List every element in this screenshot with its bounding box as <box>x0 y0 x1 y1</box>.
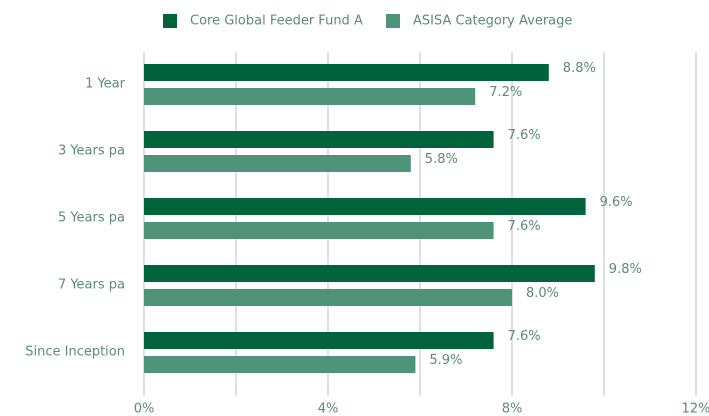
y-tick-label: 1 Year <box>85 77 126 92</box>
value-label: 9.8% <box>609 262 642 277</box>
y-tick-label: 3 Years pa <box>58 144 125 159</box>
bar <box>144 155 411 172</box>
y-tick-label: 5 Years pa <box>58 211 125 226</box>
bar <box>144 131 494 148</box>
bar <box>144 289 512 306</box>
value-label: 7.2% <box>489 85 522 100</box>
bar <box>144 356 416 373</box>
value-label: 7.6% <box>508 329 541 344</box>
value-label: 8.8% <box>563 61 596 76</box>
bar <box>144 222 494 239</box>
bar <box>144 88 476 105</box>
value-label: 7.6% <box>508 219 541 234</box>
value-label: 7.6% <box>508 128 541 143</box>
bar <box>144 332 494 349</box>
bar <box>144 64 549 81</box>
value-label: 5.9% <box>429 353 462 368</box>
y-tick-label: 7 Years pa <box>58 278 125 293</box>
bar <box>144 265 595 282</box>
legend-swatch <box>386 14 400 28</box>
y-tick-label: Since Inception <box>25 345 125 360</box>
legend-label: Core Global Feeder Fund A <box>190 14 363 29</box>
x-tick-label: 8% <box>502 402 523 416</box>
x-tick-label: 12% <box>682 402 709 416</box>
value-label: 8.0% <box>526 286 559 301</box>
value-label: 9.6% <box>600 195 633 210</box>
bar <box>144 198 586 215</box>
value-label: 5.8% <box>425 152 458 167</box>
x-tick-label: 4% <box>318 402 339 416</box>
legend-label: ASISA Category Average <box>413 14 572 29</box>
legend-swatch <box>163 14 177 28</box>
x-tick-label: 0% <box>134 402 155 416</box>
